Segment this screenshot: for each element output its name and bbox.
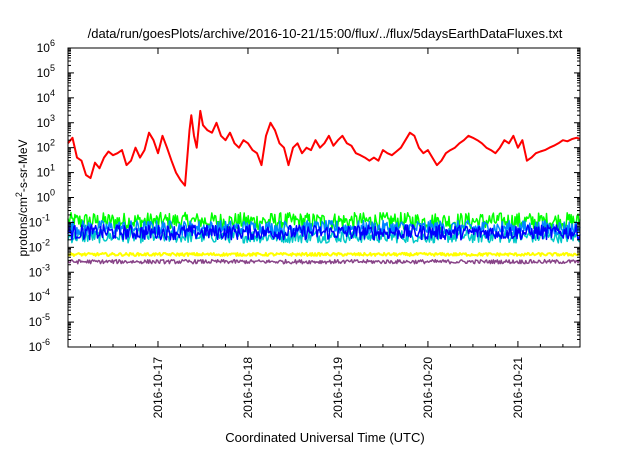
series-layer [67, 109, 581, 265]
y-tick-label: 102 [37, 138, 55, 155]
y-tick-exponent: 0 [50, 188, 55, 198]
y-tick-exponent: 2 [50, 138, 55, 148]
y-tick-base: 10 [29, 265, 43, 279]
x-tick-label: 2016-10-18 [241, 357, 255, 419]
y-tick-base: 10 [37, 191, 51, 205]
y-tick-label: 10-5 [29, 312, 50, 329]
y-tick-exponent: 6 [50, 38, 55, 48]
y-axis-label-part1: protons/cm [16, 197, 30, 256]
y-tick-exponent: 4 [50, 88, 55, 98]
y-tick-label: 10-1 [29, 212, 50, 229]
chart-title: /data/run/goesPlots/archive/2016-10-21/1… [88, 26, 563, 41]
y-tick-label: 103 [37, 113, 55, 130]
y-tick-base: 10 [29, 240, 43, 254]
y-tick-exponent: -3 [42, 262, 50, 272]
series-line [67, 219, 581, 237]
y-tick-exponent: 1 [50, 163, 55, 173]
y-tick-base: 10 [37, 91, 51, 105]
y-tick-exponent: -1 [42, 212, 50, 222]
x-tick-label: 2016-10-21 [511, 357, 525, 419]
y-tick-exponent: 3 [50, 113, 55, 123]
y-tick-base: 10 [29, 215, 43, 229]
y-tick-base: 10 [37, 141, 51, 155]
series-line [67, 251, 581, 257]
y-tick-label: 10-3 [29, 262, 50, 279]
y-tick-label: 101 [37, 163, 55, 180]
y-tick-exponent: -6 [42, 337, 50, 347]
series-line [67, 224, 581, 241]
y-tick-base: 10 [37, 116, 51, 130]
series-line [67, 211, 581, 231]
y-axis-label-part2: -s-sr-MeV [16, 139, 30, 192]
y-tick-exponent: -4 [42, 287, 50, 297]
series-line [67, 258, 581, 265]
y-tick-exponent: -5 [42, 312, 50, 322]
y-axis-label-superscript: 2 [14, 192, 24, 197]
y-tick-label: 104 [37, 88, 55, 105]
y-tick-label: 10-2 [29, 237, 50, 254]
y-tick-base: 10 [29, 315, 43, 329]
y-tick-label: 100 [37, 188, 55, 205]
y-tick-exponent: 5 [50, 63, 55, 73]
plot-frame [67, 47, 581, 348]
x-tick-label: 2016-10-19 [331, 357, 345, 419]
y-tick-label: 10-4 [29, 287, 50, 304]
y-tick-label: 10-6 [29, 337, 50, 354]
axis-layer: 10610510410310210110010-110-210-310-410-… [29, 38, 580, 418]
y-tick-base: 10 [29, 340, 43, 354]
y-tick-base: 10 [37, 66, 51, 80]
series-line-primary [67, 109, 581, 187]
y-tick-label: 106 [37, 38, 55, 55]
y-tick-exponent: -2 [42, 237, 50, 247]
y-axis-label: protons/cm2-s-sr-MeV [14, 139, 30, 256]
y-tick-base: 10 [37, 166, 51, 180]
y-tick-base: 10 [37, 41, 51, 55]
x-tick-label: 2016-10-20 [421, 357, 435, 419]
y-tick-label: 105 [37, 63, 55, 80]
x-axis-label: Coordinated Universal Time (UTC) [225, 430, 424, 445]
x-tick-label: 2016-10-17 [151, 357, 165, 419]
y-tick-base: 10 [29, 290, 43, 304]
